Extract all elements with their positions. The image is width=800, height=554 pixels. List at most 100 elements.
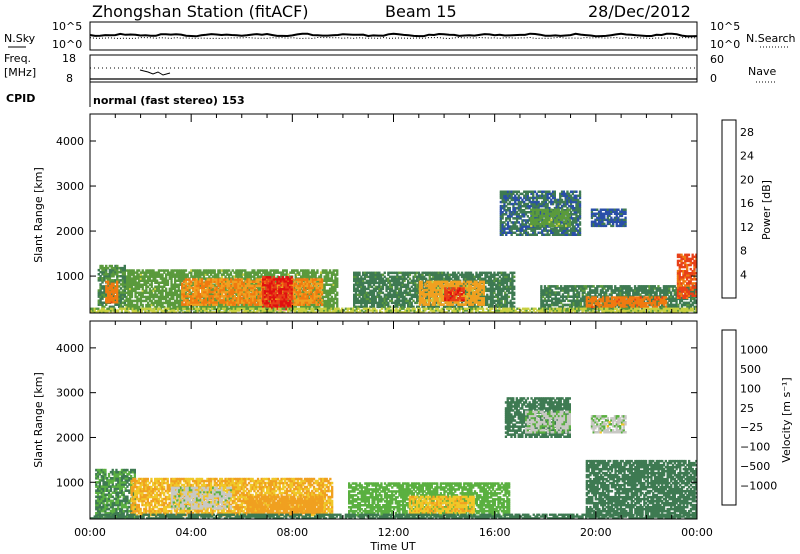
data-cell bbox=[192, 275, 195, 278]
data-cell bbox=[262, 301, 265, 305]
data-cell bbox=[193, 284, 197, 288]
data-cell bbox=[320, 284, 324, 288]
data-cell bbox=[327, 305, 330, 309]
data-cell bbox=[260, 305, 263, 309]
data-cell bbox=[260, 273, 263, 276]
data-cell bbox=[251, 301, 255, 304]
data-cell bbox=[177, 303, 180, 307]
data-cell bbox=[199, 282, 202, 286]
data-cell bbox=[224, 287, 227, 291]
data-cell bbox=[215, 303, 218, 306]
data-cell bbox=[320, 278, 324, 281]
data-cell bbox=[211, 269, 215, 272]
data-cell bbox=[219, 269, 222, 272]
data-cell bbox=[190, 299, 193, 302]
data-cell bbox=[184, 286, 187, 290]
data-cell bbox=[179, 277, 182, 280]
data-cell bbox=[325, 271, 328, 274]
data-cell bbox=[192, 305, 195, 309]
data-cell bbox=[332, 303, 335, 307]
data-cell bbox=[210, 301, 213, 304]
data-cell bbox=[253, 292, 256, 296]
data-cell bbox=[130, 295, 134, 299]
data-cell bbox=[130, 269, 134, 272]
data-cell bbox=[168, 287, 171, 291]
data-cell bbox=[248, 278, 251, 281]
data-cell bbox=[181, 271, 184, 274]
data-cell bbox=[130, 283, 134, 286]
data-cell bbox=[139, 271, 143, 274]
data-cell bbox=[202, 284, 206, 288]
data-cell bbox=[148, 269, 152, 272]
data-cell bbox=[313, 292, 316, 296]
data-cell bbox=[259, 284, 262, 288]
data-cell bbox=[197, 297, 200, 300]
data-cell bbox=[308, 292, 311, 296]
data-cell bbox=[156, 281, 159, 284]
data-cell bbox=[306, 278, 309, 281]
data-cell bbox=[269, 273, 272, 276]
data-cell bbox=[204, 280, 207, 283]
data-cell bbox=[313, 278, 316, 281]
data-cell bbox=[513, 271, 516, 275]
data-cell bbox=[129, 277, 132, 280]
noise-right-tick-bottom: 10^0 bbox=[710, 38, 740, 51]
data-cell bbox=[233, 295, 236, 298]
data-cell bbox=[184, 280, 187, 283]
data-cell bbox=[318, 293, 321, 297]
data-cell bbox=[157, 273, 161, 276]
data-cell bbox=[247, 273, 251, 276]
data-cell bbox=[249, 305, 252, 309]
data-cell bbox=[325, 281, 328, 284]
data-cell bbox=[129, 295, 132, 299]
data-cell bbox=[210, 284, 213, 288]
data-cell bbox=[217, 297, 220, 300]
cpid-text: normal (fast stereo) 153 bbox=[93, 94, 245, 107]
data-cell bbox=[302, 278, 305, 281]
data-cell bbox=[325, 273, 328, 276]
data-cell bbox=[163, 279, 166, 282]
data-cell bbox=[304, 288, 307, 292]
data-cell bbox=[235, 293, 238, 297]
data-cell bbox=[233, 271, 236, 274]
data-cell bbox=[152, 279, 155, 282]
data-cell bbox=[165, 287, 168, 291]
data-cell bbox=[226, 269, 229, 272]
data-cell bbox=[211, 271, 215, 274]
data-cell bbox=[195, 275, 198, 278]
data-cell bbox=[300, 269, 303, 272]
data-cell bbox=[141, 293, 144, 297]
data-cell bbox=[319, 286, 322, 290]
data-cell bbox=[132, 299, 135, 303]
data-cell bbox=[186, 297, 189, 301]
data-cell bbox=[221, 295, 224, 298]
data-cell bbox=[315, 295, 318, 298]
data-cell bbox=[143, 289, 146, 293]
data-cell bbox=[202, 297, 206, 301]
data-cell bbox=[327, 289, 330, 293]
data-cell bbox=[166, 273, 170, 276]
data-cell bbox=[156, 273, 159, 276]
data-cell bbox=[161, 287, 164, 291]
data-cell bbox=[228, 275, 231, 278]
data-cell bbox=[269, 271, 272, 274]
data-cell bbox=[201, 271, 204, 274]
data-cell bbox=[134, 295, 137, 299]
data-cell bbox=[283, 269, 287, 272]
data-cell bbox=[293, 290, 296, 294]
data-cell bbox=[136, 283, 139, 286]
data-cell bbox=[161, 277, 164, 280]
data-cell bbox=[184, 275, 188, 278]
data-cell bbox=[235, 303, 238, 307]
data-cell bbox=[206, 286, 209, 290]
data-cell bbox=[246, 299, 249, 302]
data-cell bbox=[150, 269, 153, 272]
data-cell bbox=[208, 301, 211, 304]
data-cell bbox=[244, 286, 247, 290]
data-cell bbox=[156, 287, 159, 291]
data-cell bbox=[263, 299, 267, 303]
data-cell bbox=[208, 280, 211, 283]
data-cell bbox=[328, 297, 332, 301]
data-cell bbox=[202, 275, 206, 278]
data-cell bbox=[172, 291, 175, 295]
